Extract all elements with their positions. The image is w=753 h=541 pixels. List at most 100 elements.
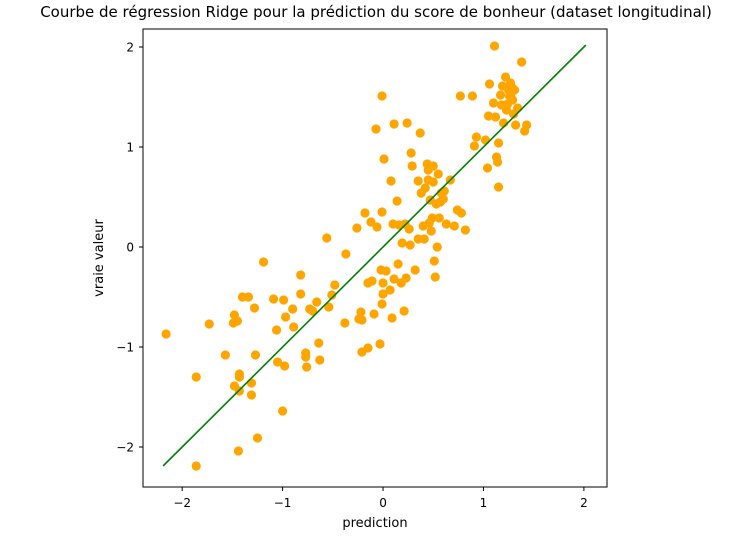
data-point [191,461,201,471]
x-tick-label: 2 [580,496,588,510]
data-point [456,208,466,218]
data-point [296,289,306,299]
y-tick-label: −1 [116,341,134,355]
data-point [460,225,470,235]
data-point [469,141,480,151]
data-point [439,186,449,196]
data-point [484,79,495,89]
y-tick-label: 0 [126,241,134,255]
y-tick-label: 2 [126,41,134,55]
data-point [397,238,407,248]
data-point [495,90,506,100]
data-point [341,249,351,259]
data-point [367,276,377,286]
data-point [483,111,494,121]
data-point [419,234,429,244]
data-point [315,355,325,365]
data-point [434,213,444,223]
data-point [340,318,350,328]
chart-title: Courbe de régression Ridge pour la prédi… [40,3,712,21]
x-tick-label: 1 [480,496,488,510]
data-point [278,406,288,416]
data-point [272,357,283,367]
data-point [428,177,438,187]
data-point [410,265,420,275]
data-point [252,433,263,443]
data-point [378,289,388,299]
data-point [324,302,334,312]
data-point [322,233,332,243]
data-point [513,103,523,113]
data-point [296,270,306,280]
data-point [308,306,318,316]
data-point [161,329,171,339]
data-point [433,169,443,179]
data-point [279,295,289,305]
data-point [377,207,387,217]
regression-line [162,44,587,467]
regression-line-group [162,44,587,467]
data-point [488,98,499,108]
data-point [268,294,279,304]
data-point [438,194,448,204]
data-point [301,348,311,358]
data-point [489,41,500,51]
data-point [372,222,382,232]
data-point [220,350,230,360]
x-tick-label: 0 [379,496,387,510]
data-point [482,163,493,173]
data-point [234,369,245,379]
data-point [399,306,409,316]
data-point [204,319,214,329]
data-point [480,135,491,145]
data-point [387,313,397,323]
data-point [243,292,254,302]
data-point [455,91,465,101]
data-point [356,307,366,317]
data-point [510,85,520,95]
data-point [377,299,387,309]
data-point [467,91,478,101]
data-point [407,161,417,171]
data-point [493,138,504,148]
data-point [377,91,387,101]
data-point [246,378,257,388]
data-point [405,240,415,250]
data-point [378,278,388,288]
data-point [366,217,376,227]
x-axis-label: prediction [342,516,407,531]
data-point [357,315,367,325]
y-axis-label: vraie valeur [92,219,107,297]
data-point [369,309,379,319]
data-point [432,242,442,252]
data-point [289,322,299,332]
data-point [386,176,396,186]
data-point [330,280,340,290]
data-points [161,41,532,471]
data-point [375,339,385,349]
y-tick-label: 1 [126,141,134,155]
data-point [389,274,399,284]
data-point [314,338,324,348]
data-point [511,120,521,130]
data-point [381,266,391,276]
data-point [522,120,532,130]
data-point [233,446,244,456]
data-point [302,362,312,372]
data-point [371,124,381,134]
data-point [232,316,243,326]
data-point [427,213,437,223]
data-point [406,148,416,158]
data-point [429,256,439,266]
data-point [379,154,389,164]
data-point [441,219,451,229]
data-point [413,176,423,186]
data-point [449,221,459,231]
data-point [250,350,261,360]
data-point [249,303,260,313]
data-point [393,259,403,269]
data-point [428,161,438,171]
x-axis: −2 −1 0 1 2 [173,487,588,510]
data-point [420,183,430,193]
data-point [258,257,269,267]
